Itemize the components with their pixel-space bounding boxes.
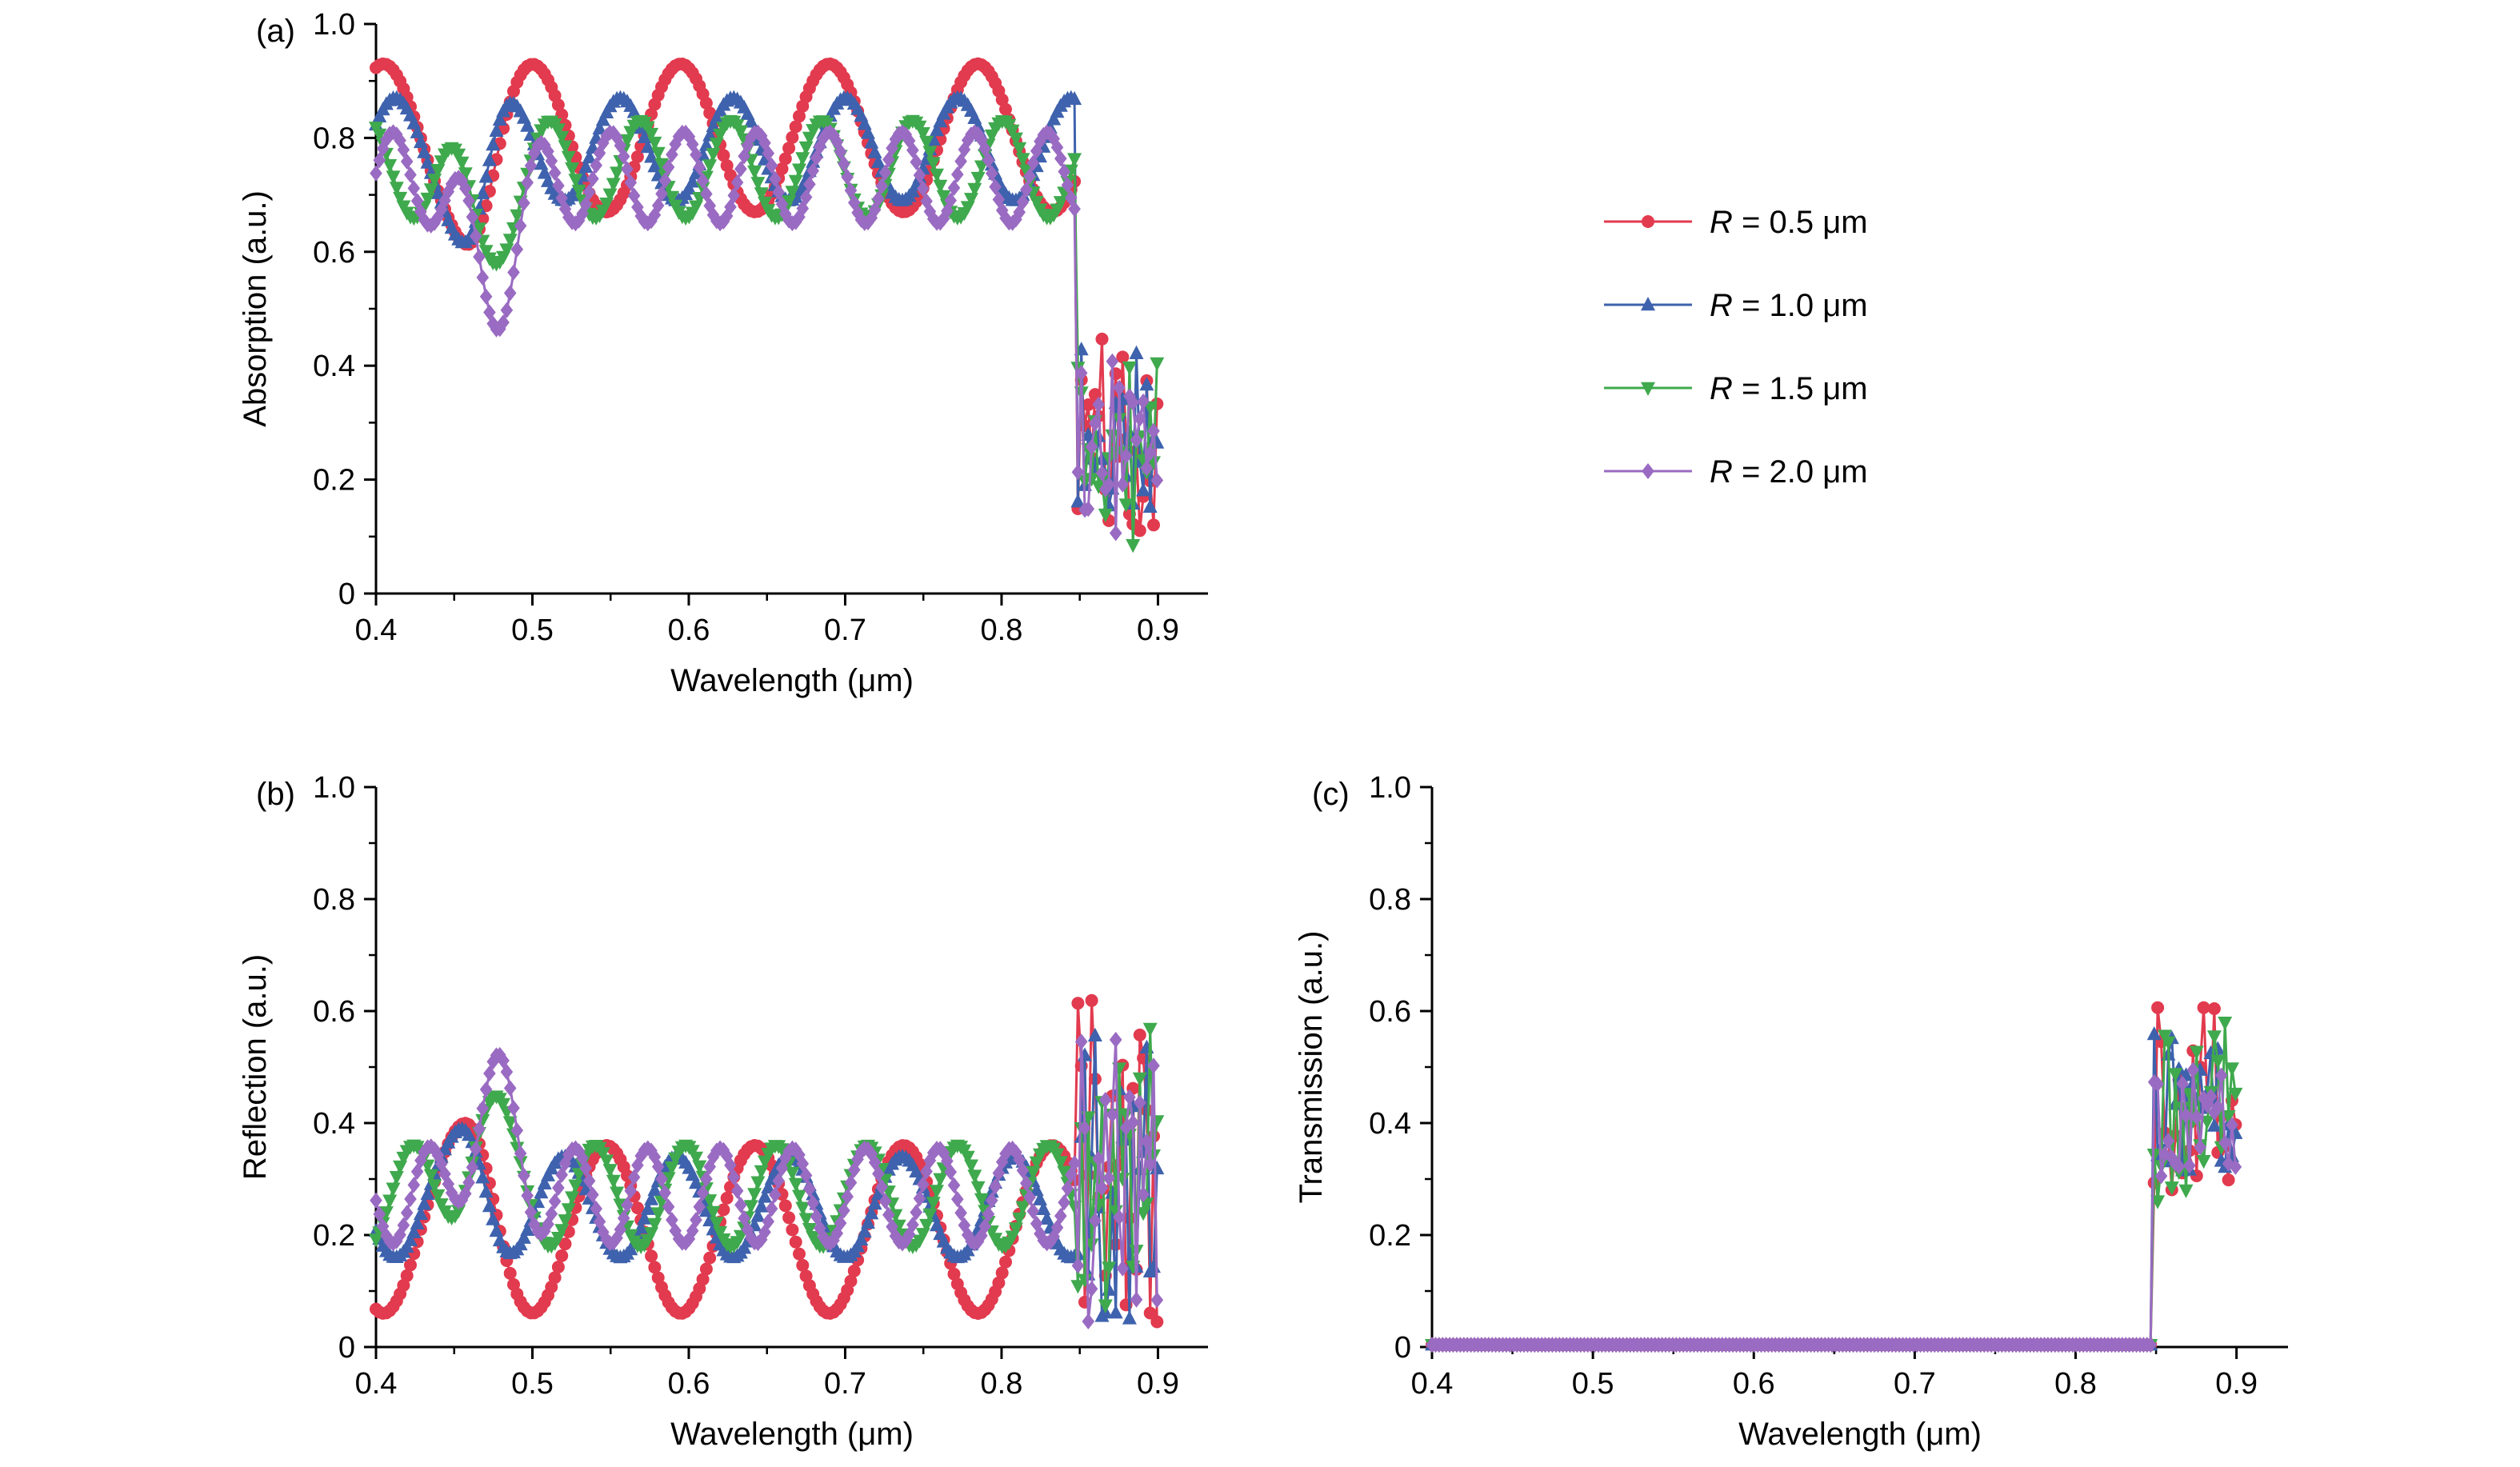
series-markers-triangle-down [1425, 1017, 2243, 1353]
y-tick-label: 0 [338, 1331, 355, 1365]
y-tick-label: 0.4 [313, 1107, 355, 1141]
series-markers-triangle-down [369, 1022, 1165, 1313]
legend-marker-triangle-down [1641, 382, 1655, 396]
series-markers-triangle-up [369, 1027, 1165, 1325]
series-markers-diamond [1426, 1061, 2242, 1353]
x-tick-label: 0.8 [981, 614, 1023, 647]
y-tick-label: 0.6 [1369, 995, 1411, 1029]
x-tick-label: 0.5 [511, 614, 554, 647]
series-markers-circle [1426, 1001, 2242, 1352]
y-tick-label: 0.6 [313, 995, 355, 1029]
y-tick-label: 1.0 [1369, 771, 1411, 805]
x-tick-label: 0.6 [668, 614, 710, 647]
series-line [1432, 1069, 2237, 1346]
x-tick-label: 0.6 [1733, 1367, 1775, 1401]
series-markers-triangle-up [1425, 1026, 2243, 1351]
y-tick-label: 0.2 [313, 464, 355, 498]
series-markers-triangle-down [369, 114, 1165, 554]
x-tick-label: 0.4 [1411, 1367, 1454, 1401]
y-tick-label: 0 [1394, 1331, 1411, 1365]
y-tick-label: 0.6 [313, 236, 355, 270]
panel-tag: (b) [256, 777, 295, 812]
x-tick-label: 0.9 [1137, 614, 1179, 647]
legend-item-label: R = 2.0 μm [1710, 454, 1868, 490]
y-tick-label: 0.8 [313, 122, 355, 155]
x-tick-label: 0.4 [355, 614, 398, 647]
chart-legend: R = 0.5 μm R = 1.0 μm R = 1.5 μm R = 2.0 μm [1604, 205, 1868, 490]
series-line [1432, 1007, 2237, 1346]
legend-item-label: R = 1.5 μm [1710, 371, 1868, 406]
chart-panel-absorption: 0.4 0.5 0.6 0.7 0.8 0.9 0 0.2 0.4 0.6 0.8 1.0 Wavele… [238, 8, 1208, 698]
y-tick-label: 1.0 [313, 8, 355, 42]
y-axis-label: Reflection (a.u.) [238, 954, 273, 1180]
y-axis-label: Absorption (a.u.) [238, 190, 273, 427]
x-axis-label: Wavelength (μm) [670, 663, 914, 698]
x-tick-label: 0.7 [1894, 1367, 1936, 1401]
x-tick-label: 0.7 [824, 1367, 866, 1401]
x-tick-label: 0.6 [668, 1367, 710, 1401]
legend-marker-triangle-up [1641, 297, 1655, 311]
series-line [374, 1035, 1158, 1319]
series-line [1432, 1022, 2237, 1346]
y-axis-label: Transmission (a.u.) [1294, 931, 1329, 1204]
x-tick-label: 0.9 [1137, 1367, 1179, 1401]
x-tick-label: 0.5 [1572, 1367, 1614, 1401]
y-tick-label: 0 [338, 578, 355, 611]
legend-item-label: R = 1.0 μm [1710, 288, 1868, 323]
x-axis-label: Wavelength (μm) [670, 1417, 914, 1452]
panel-tag: (a) [256, 14, 295, 49]
y-tick-label: 0.2 [1369, 1219, 1411, 1253]
x-tick-label: 0.4 [355, 1367, 398, 1401]
y-tick-label: 1.0 [313, 771, 355, 805]
legend-marker-circle [1642, 215, 1654, 228]
x-tick-label: 0.7 [824, 614, 866, 647]
chart-panel-reflection: 0.4 0.5 0.6 0.7 0.8 0.9 0 0.2 0.4 0.6 0.8 1.0 Wavele… [238, 771, 1208, 1452]
legend-item-label: R = 0.5 μm [1710, 205, 1868, 240]
series-markers-triangle-up [369, 90, 1165, 514]
x-tick-label: 0.9 [2215, 1367, 2258, 1401]
y-tick-label: 0.8 [1369, 883, 1411, 917]
y-tick-label: 0.4 [313, 350, 355, 383]
y-tick-label: 0.4 [1369, 1107, 1411, 1141]
x-tick-label: 0.8 [981, 1367, 1023, 1401]
panel-tag: (c) [1312, 777, 1350, 812]
series-line [1432, 1033, 2237, 1346]
x-tick-label: 0.8 [2054, 1367, 2097, 1401]
chart-panel-transmission: 0.4 0.5 0.6 0.7 0.8 0.9 0 0.2 0.4 0.6 0.8 1.0 Wavele… [1294, 771, 2288, 1452]
y-tick-label: 0.2 [313, 1219, 355, 1253]
x-axis-label: Wavelength (μm) [1738, 1417, 1982, 1452]
x-tick-label: 0.5 [511, 1367, 554, 1401]
legend-marker-diamond [1642, 463, 1654, 479]
y-tick-label: 0.8 [313, 883, 355, 917]
